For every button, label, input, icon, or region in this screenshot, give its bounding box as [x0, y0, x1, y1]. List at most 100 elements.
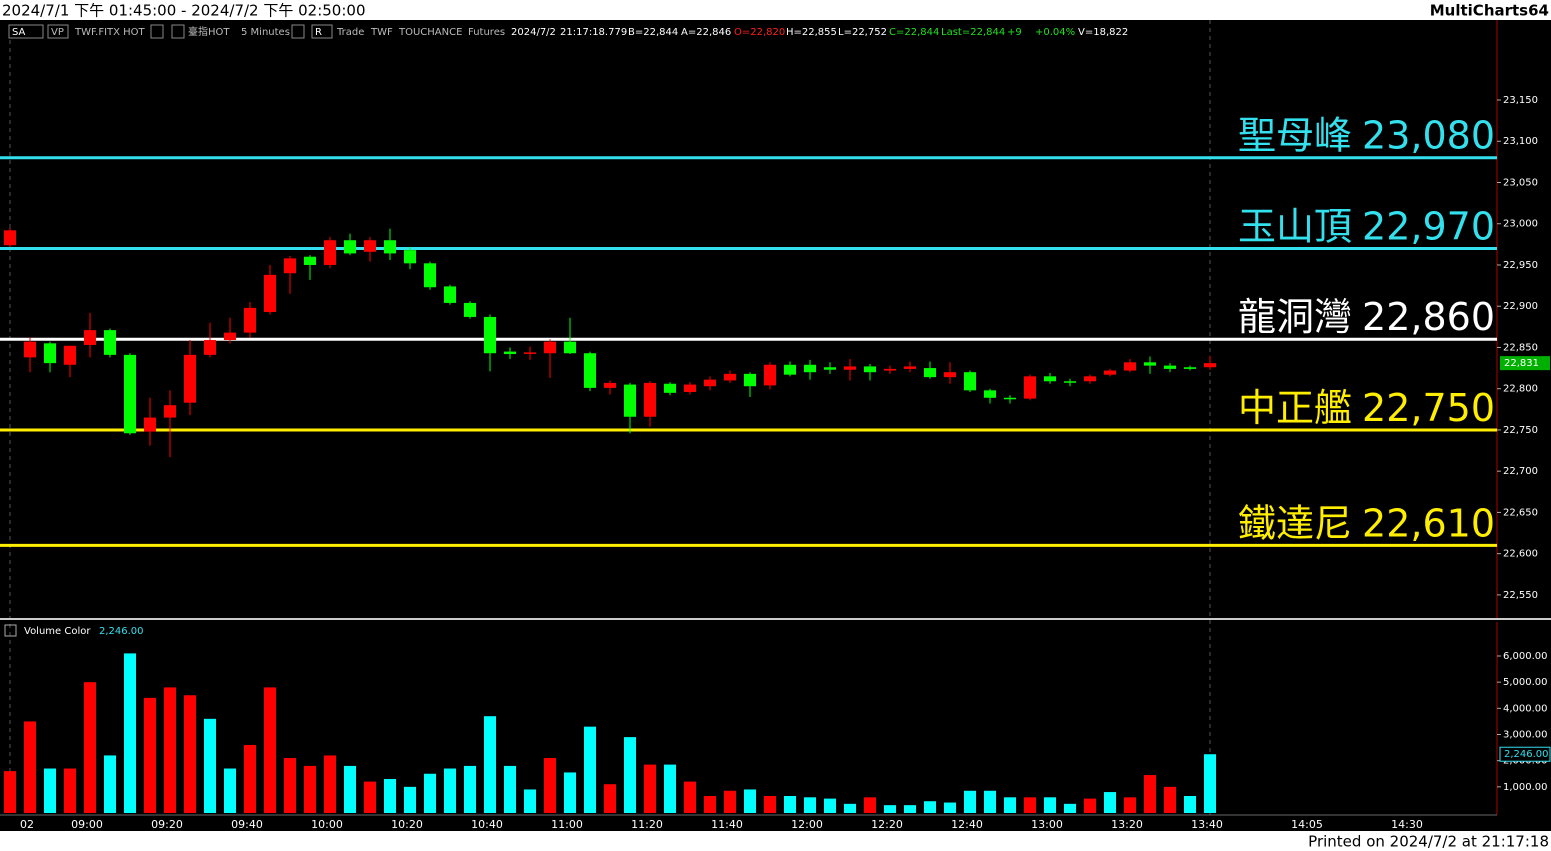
level-label: 聖母峰 23,080: [1238, 113, 1495, 157]
volume-bar: [1204, 754, 1216, 813]
level-label: 龍洞灣 22,860: [1238, 295, 1495, 339]
volume-bar: [804, 797, 816, 813]
y-tick-label: 23,000: [1503, 219, 1538, 230]
candle-body: [604, 382, 616, 388]
volume-bar: [384, 778, 396, 813]
footer-bar: [0, 831, 1551, 851]
app-name: MultiCharts64: [1430, 2, 1549, 20]
candle-body: [124, 354, 136, 434]
candle-body: [564, 341, 576, 354]
candle-body: [184, 354, 196, 403]
toolbar-item: 2024/7/2: [511, 27, 556, 38]
candle-body: [884, 368, 896, 371]
candle-body: [524, 352, 536, 354]
x-tick-label: 10:00: [311, 818, 343, 831]
volume-bar: [1124, 797, 1136, 813]
toolbar-item: 臺指HOT: [188, 25, 230, 38]
volume-bar: [24, 721, 36, 813]
volume-bar: [604, 784, 616, 813]
candle-body: [104, 330, 116, 355]
candle-body: [264, 274, 276, 312]
candle-body: [644, 382, 656, 417]
toolbar-item: Trade: [336, 27, 364, 38]
toolbar-dropdown[interactable]: [291, 24, 305, 39]
x-tick-label: 13:00: [1031, 818, 1063, 831]
title-bar: [0, 0, 1551, 20]
volume-bar: [1104, 792, 1116, 813]
x-tick-label: 10:20: [391, 818, 423, 831]
candle-body: [764, 364, 776, 386]
candle-body: [204, 340, 216, 355]
toolbar-item: TOUCHANCE: [398, 27, 462, 38]
candle-body: [844, 366, 856, 370]
y-tick-label: 5,000.00: [1503, 677, 1548, 688]
y-tick-label: 4,000.00: [1503, 703, 1548, 714]
candle-body: [964, 372, 976, 391]
candle-body: [84, 330, 96, 345]
candle-body: [744, 373, 756, 387]
level-value: 22,610: [1362, 501, 1495, 545]
toolbar-item: A=22,846: [681, 27, 731, 38]
x-tick-label: 12:20: [871, 818, 903, 831]
candle-body: [1004, 397, 1016, 400]
close-indicator[interactable]: [4, 624, 17, 637]
volume-bar: [784, 795, 796, 813]
volume-bar: [884, 805, 896, 813]
level-name: 中正艦: [1238, 385, 1352, 429]
volume-bar: [484, 716, 496, 813]
y-tick-label: 22,950: [1503, 260, 1538, 271]
last-price-label: 22,831: [1504, 358, 1539, 369]
volume-bar: [1184, 795, 1196, 813]
toolbar-item: V=18,822: [1078, 27, 1128, 38]
volume-bar: [524, 789, 536, 813]
volume-bar: [64, 768, 76, 813]
volume-bar: [744, 789, 756, 813]
candle-body: [704, 379, 716, 387]
candle-body: [1124, 362, 1136, 371]
level-label: 中正艦 22,750: [1238, 385, 1495, 429]
candle-body: [444, 286, 456, 303]
candle-body: [344, 240, 356, 254]
volume-bar: [344, 765, 356, 813]
toolbar-dropdown[interactable]: [171, 24, 185, 39]
toolbar-item: TWF: [370, 27, 393, 38]
toolbar-button[interactable]: [8, 24, 44, 39]
volume-bar: [1064, 803, 1076, 813]
volume-bar: [464, 765, 476, 813]
y-tick-label: 23,150: [1503, 95, 1538, 106]
toolbar-dropdown[interactable]: [150, 24, 164, 39]
y-tick-label: 3,000.00: [1503, 730, 1548, 741]
candle-body: [924, 368, 936, 378]
volume-bar: [364, 781, 376, 813]
volume-bar: [644, 764, 656, 813]
volume-bar: [1144, 775, 1156, 813]
toolbar-button[interactable]: [47, 24, 69, 39]
volume-bar: [1164, 786, 1176, 813]
volume-bar: [304, 765, 316, 813]
x-tick-label: 12:00: [791, 818, 823, 831]
candle-body: [464, 302, 476, 317]
toolbar-button[interactable]: [311, 24, 333, 39]
y-tick-label: 6,000.00: [1503, 651, 1548, 662]
volume-bar: [104, 755, 116, 813]
candle-body: [1184, 367, 1196, 369]
volume-bar: [124, 653, 136, 813]
candle-body: [724, 373, 736, 381]
volume-bar: [84, 682, 96, 813]
candle-body: [684, 384, 696, 392]
candle-body: [384, 240, 396, 254]
y-tick-label: 22,900: [1503, 301, 1538, 312]
toolbar-item: 5 Minutes: [241, 27, 290, 38]
volume-bar: [664, 764, 676, 813]
volume-bar: [264, 687, 276, 813]
x-tick-label: 09:00: [71, 818, 103, 831]
toolbar-item: Last=22,844: [941, 27, 1005, 38]
footer: Printed on 2024/7/2 at 21:17:18: [1308, 833, 1549, 851]
volume-bar: [224, 768, 236, 813]
window-title: 2024/7/1 下午 01:45:00 - 2024/7/2 下午 02:50…: [2, 2, 366, 20]
volume-bar: [984, 790, 996, 813]
toolbar-item: Futures: [468, 27, 505, 38]
candle-body: [584, 353, 596, 388]
level-name: 聖母峰: [1238, 113, 1352, 157]
